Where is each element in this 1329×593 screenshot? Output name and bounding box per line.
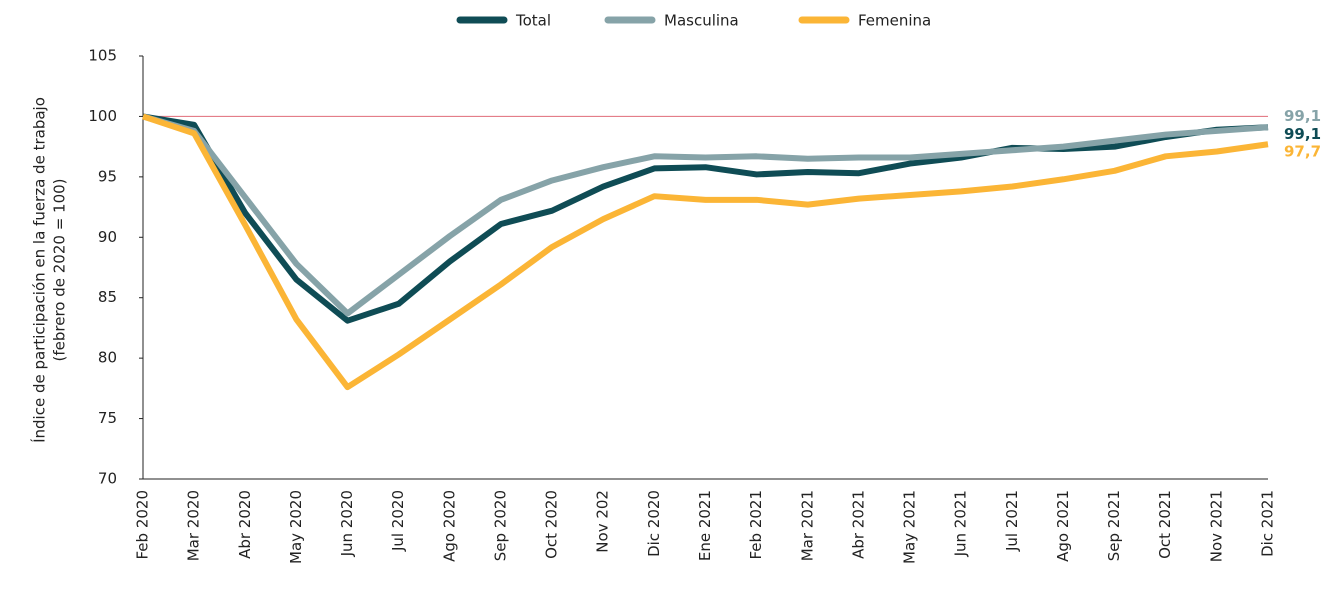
legend-label: Total bbox=[515, 12, 551, 30]
x-tick-label: Nov 202 bbox=[594, 490, 612, 553]
x-tick-label: Abr 2020 bbox=[236, 490, 254, 559]
x-tick-label: Jul 2020 bbox=[389, 490, 407, 552]
y-axis-label: (febrero de 2020 = 100) bbox=[51, 178, 69, 361]
y-tick-label: 75 bbox=[98, 409, 117, 427]
x-tick-label: Ago 2021 bbox=[1054, 490, 1072, 562]
x-tick-label: Jul 2021 bbox=[1003, 490, 1021, 552]
y-tick-label: 80 bbox=[98, 349, 117, 367]
x-tick-label: Dic 2020 bbox=[645, 490, 663, 557]
x-tick-label: Feb 2021 bbox=[747, 490, 765, 560]
line-series bbox=[142, 113, 1269, 391]
x-tick-label: Oct 2020 bbox=[543, 490, 561, 559]
y-tick-label: 95 bbox=[98, 167, 117, 185]
end-label: 97,7 bbox=[1284, 143, 1321, 161]
y-tick-label: 85 bbox=[98, 288, 117, 306]
x-tick-label: Mar 2021 bbox=[798, 490, 816, 561]
legend-label: Femenina bbox=[858, 12, 931, 30]
x-tick-label: Jun 2020 bbox=[338, 490, 356, 557]
x-tick-label: Mar 2020 bbox=[185, 490, 203, 561]
x-tick-label: Sep 2020 bbox=[491, 490, 509, 561]
y-axis-label: Índice de participación en la fuerza de … bbox=[30, 97, 49, 443]
x-tick-label: Abr 2021 bbox=[849, 490, 867, 559]
y-tick-label: 90 bbox=[98, 228, 117, 246]
y-tick-label: 100 bbox=[88, 107, 117, 125]
x-tick-label: May 2021 bbox=[901, 490, 919, 564]
end-label: 99,1 bbox=[1284, 107, 1321, 125]
end-label: 99,1 bbox=[1284, 125, 1321, 143]
x-tick-label: Ene 2021 bbox=[696, 490, 714, 561]
x-tick-label: Sep 2021 bbox=[1105, 490, 1123, 561]
x-tick-label: Oct 2021 bbox=[1156, 490, 1174, 559]
line-series bbox=[142, 113, 1269, 317]
x-tick-label: May 2020 bbox=[287, 490, 305, 564]
legend-label: Masculina bbox=[664, 12, 739, 30]
x-tick-label: Nov 2021 bbox=[1207, 490, 1225, 562]
y-tick-label: 105 bbox=[88, 47, 117, 65]
y-tick-label: 70 bbox=[98, 470, 117, 488]
x-tick-label: Jun 2021 bbox=[952, 490, 970, 557]
x-tick-label: Ago 2020 bbox=[440, 490, 458, 562]
x-tick-label: Dic 2021 bbox=[1259, 490, 1277, 557]
line-series bbox=[142, 113, 1269, 324]
x-tick-label: Feb 2020 bbox=[134, 490, 152, 560]
